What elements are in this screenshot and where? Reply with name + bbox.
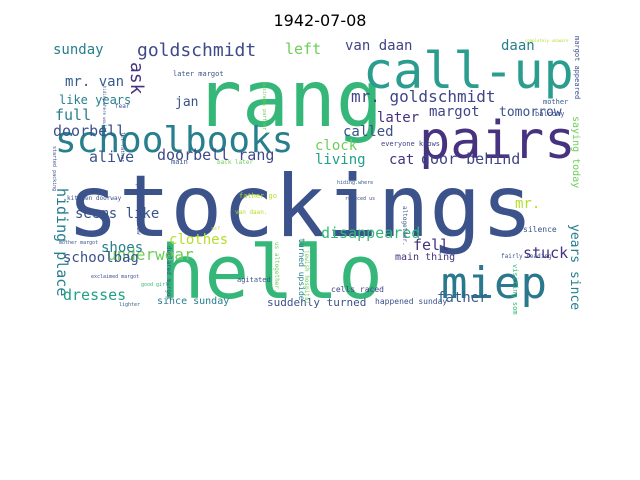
word-stockings: stockings bbox=[67, 157, 533, 257]
word-lighter: lighter bbox=[119, 302, 140, 308]
word-business-partner: business partner bbox=[261, 82, 267, 130]
word-later-margot: later margot bbox=[173, 70, 224, 78]
word-doorbell: doorbell bbox=[53, 122, 125, 140]
word-fear: fear bbox=[115, 103, 130, 110]
word-exclaimed-margot: exclaimed margot bbox=[91, 274, 139, 280]
word-clothes: clothes bbox=[169, 232, 228, 248]
word-pairs: pairs bbox=[419, 111, 576, 171]
word-reduced-us: reduced us bbox=[345, 196, 375, 202]
word-jan: jan bbox=[175, 95, 198, 110]
word-father: father bbox=[437, 290, 488, 306]
word-margot-appeared: margot appeared bbox=[573, 36, 581, 99]
word-underwear: underwear bbox=[107, 245, 194, 264]
word-mother: mother bbox=[543, 98, 568, 106]
word-altogether: altogether. bbox=[401, 206, 408, 246]
word-seems-like: seems like bbox=[75, 206, 159, 222]
word-schoolbag: schoolbag bbox=[63, 250, 139, 266]
word-place-tomorrow: place tomorrow bbox=[135, 184, 142, 235]
word-visiting-someone: visiting someone bbox=[511, 264, 519, 315]
word-call-up: call-up bbox=[363, 42, 574, 100]
word-mother-margot: mother margot bbox=[59, 240, 98, 246]
word-called: called bbox=[343, 124, 394, 140]
word-hiding-place: hiding place bbox=[53, 188, 71, 296]
word-back-later: back later bbox=[217, 159, 254, 166]
word-disappeared: disappeared bbox=[321, 224, 420, 242]
word-completely-unaware: completely unaware bbox=[525, 38, 569, 43]
chart-title: 1942-07-08 bbox=[273, 11, 367, 30]
word-alive: alive bbox=[89, 148, 134, 166]
word-cells-raced: cells raced bbox=[331, 285, 384, 294]
word-turned-upside: turned upside bbox=[297, 238, 306, 301]
word-saying-today: saying today bbox=[570, 116, 581, 188]
word-van-daan: van daan bbox=[345, 38, 412, 54]
word-mr-van: mr. van bbox=[65, 74, 124, 90]
word-main: main bbox=[171, 158, 188, 166]
word-hiding-where-would: hiding.where would bbox=[102, 86, 107, 130]
word-father-go: father go bbox=[239, 192, 277, 200]
word-agitated: agitated bbox=[237, 276, 271, 284]
word-fairly-reading: fairly reading bbox=[501, 253, 552, 260]
word-like-years: like years bbox=[59, 93, 131, 107]
word-van-daan: van daan. bbox=[235, 209, 268, 216]
word-mr-goldschmidt: mr. goldschmidt bbox=[351, 87, 496, 106]
word-shoes: shoes bbox=[101, 240, 143, 256]
word-fell: fell bbox=[413, 236, 449, 254]
word-dresses: dresses bbox=[63, 286, 126, 304]
word-later: later bbox=[377, 110, 419, 126]
word-full: full bbox=[55, 106, 91, 124]
word-ask: ask bbox=[126, 62, 147, 95]
word-jewish-hospital: jewish hospital bbox=[303, 250, 310, 305]
word-schoolbooks: schoolbooks bbox=[55, 120, 293, 161]
word-silence: silence bbox=[523, 225, 557, 234]
word-good-girls: good girls bbox=[141, 282, 171, 288]
word-mr: mr. bbox=[515, 196, 540, 212]
word-years-since: years since bbox=[567, 224, 582, 310]
word-tomorrow: tomorrow bbox=[499, 105, 562, 120]
word-cat: cat bbox=[389, 152, 414, 168]
word-suddenly-turned: suddenly turned bbox=[267, 296, 366, 309]
word-since-sunday: since sunday bbox=[157, 296, 229, 307]
word-hello: hello bbox=[160, 230, 383, 315]
word-margot: margot bbox=[429, 104, 480, 120]
word-kitchen-doorway: kitchen doorway bbox=[67, 195, 122, 202]
word-goldschmidt: goldschmidt bbox=[137, 40, 256, 61]
word-left: left bbox=[285, 40, 321, 58]
word-declared-margot: declared margot bbox=[165, 246, 172, 301]
word-doorbell-rang: doorbell rang bbox=[157, 146, 274, 164]
word-clock: clock bbox=[315, 138, 358, 154]
word-balcony: balcony bbox=[535, 110, 565, 118]
word-started-packing: started packing bbox=[51, 146, 57, 191]
word-us-altogether: us altogether. bbox=[273, 242, 280, 293]
word-cloud: stockings rang hello call-up pairs schoolbook… bbox=[45, 36, 585, 315]
word-happened-sunday: happened sunday bbox=[375, 297, 447, 306]
word-main-thing: main thing bbox=[395, 252, 455, 263]
word-daan: daan bbox=[501, 38, 535, 54]
word-miep: miep bbox=[441, 258, 547, 309]
word-rang: rang bbox=[195, 55, 383, 145]
word-ss: ss? bbox=[211, 226, 220, 232]
word-hiding-where: hiding.where bbox=[337, 180, 373, 186]
word-living: living bbox=[315, 152, 366, 168]
word-everyone-knows: everyone knows bbox=[381, 140, 440, 148]
word-cloud-canvas: stockings rang hello call-up pairs schoolbook… bbox=[51, 36, 582, 315]
word-sunday: sunday bbox=[53, 42, 104, 58]
word-let-father: let father bbox=[119, 132, 125, 162]
word-door-behind: door behind bbox=[421, 150, 520, 168]
word-stuck: stuck bbox=[523, 244, 568, 262]
